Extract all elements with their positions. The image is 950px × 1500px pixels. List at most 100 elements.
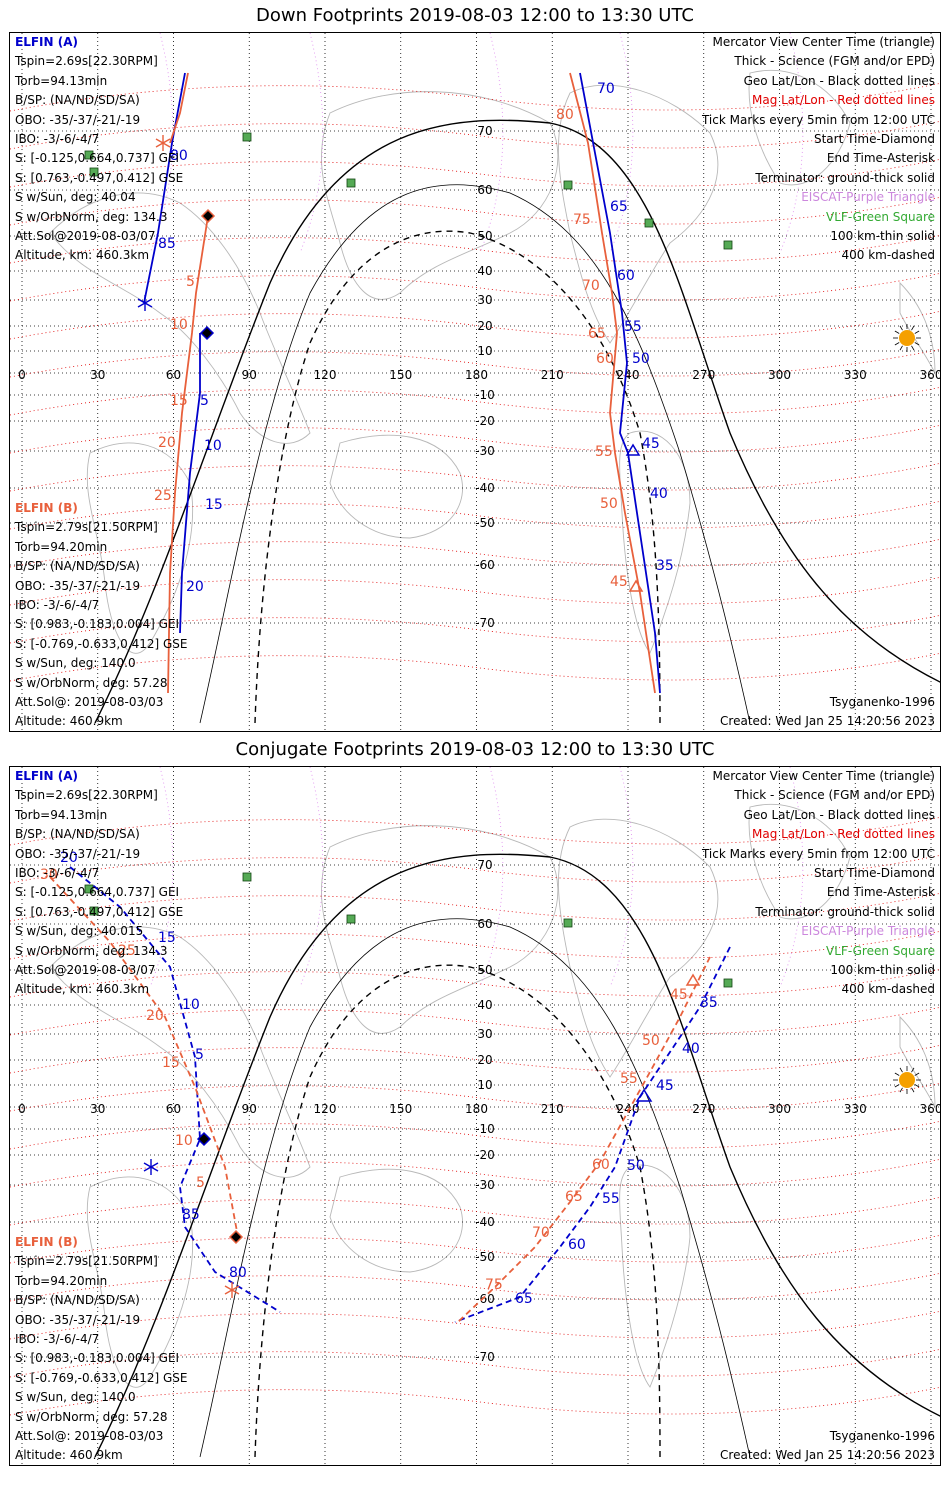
elfin-b-tick-label: 65	[565, 1189, 583, 1205]
elfin-b-tick-label: 25	[118, 943, 136, 959]
elfin-b-header: ELFIN (B)	[15, 501, 78, 515]
elfin-a-tick-label: 45	[642, 436, 660, 452]
legend-item: Thick - Science (FGM and/or EPD)	[734, 788, 935, 803]
elfin-a-line: Altitude, km: 460.3km	[15, 982, 150, 997]
elfin-b-tick-label: 25	[154, 488, 172, 504]
lon-tick: 300	[768, 368, 791, 382]
coastlines	[49, 70, 936, 654]
elfin-b-line: Altitude: 460.9km	[15, 1448, 123, 1463]
lon-tick: 210	[541, 1102, 564, 1116]
lon-tick: 240	[617, 368, 640, 382]
elfin-a-line: S: [0.763,-0.497,0.412] GSE	[15, 170, 184, 185]
legend-item: End Time-Asterisk	[826, 885, 935, 900]
lon-tick: 90	[242, 368, 257, 382]
vlf-square	[723, 240, 733, 250]
elfin-b-line: S: [-0.769,-0.633,0.412] GSE	[15, 1370, 188, 1385]
lat-tick: -30	[475, 1178, 495, 1192]
lon-tick: 150	[389, 368, 412, 382]
legend-item: Tick Marks every 5min from 12:00 UTC	[701, 112, 935, 127]
elfin-b-tick-label: 60	[592, 1157, 610, 1173]
map-legend: Mercator View Center Time (triangle) Thic…	[702, 33, 935, 266]
lon-tick: 360	[920, 368, 941, 382]
axis-labels: 0 30 60 90 120 150 180 210 240 270 300 330 360706050…	[18, 124, 941, 630]
elfin-a-tick-label: 15	[205, 497, 223, 513]
lat-tick: 50	[477, 963, 492, 977]
elfin-a-tick-label: 15	[158, 930, 176, 946]
lat-tick: 60	[477, 183, 492, 197]
vlf-square	[89, 906, 99, 916]
footprint-traces	[143, 72, 661, 694]
elfin-a-header: ELFIN (A)	[15, 769, 78, 783]
lon-tick: 330	[844, 368, 867, 382]
map-panel-down: 0 30 60 90 120 150 180 210 240 270 300 330 360 70 60 50…	[9, 32, 941, 732]
legend-item: VLF-Green Square	[826, 943, 935, 958]
lon-tick: 150	[389, 1102, 412, 1116]
elfin-a-line: S w/Sun, deg: 40.015	[15, 924, 144, 939]
elfin-a-tick-label: 60	[568, 1237, 586, 1253]
lon-tick: 180	[465, 368, 488, 382]
legend-item: EISCAT-Purple Triangle	[801, 190, 935, 205]
vlf-square	[242, 132, 252, 142]
vlf-stations	[84, 132, 733, 250]
created-timestamp: Created: Wed Jan 25 14:20:56 2023	[720, 714, 935, 729]
elfin-b-tick-label: 10	[175, 1133, 193, 1149]
lon-tick: 240	[617, 1102, 640, 1116]
elfin-a-line: S: [-0.125,0.664,0.737] GEI	[15, 885, 180, 900]
elfin-b-info: ELFIN (B) Tspin=2.79s[21.50RPM] Torb=94.20…	[15, 499, 188, 731]
elfin-b-tick-label: 20	[158, 435, 176, 451]
lat-tick: -40	[475, 481, 495, 495]
elfin-a-tick-label: 55	[624, 319, 642, 335]
elfin-b-line: IBO: -3/-6/-4/7	[15, 598, 100, 613]
elfin-b-line: IBO: -3/-6/-4/7	[15, 1332, 100, 1347]
created-timestamp: Created: Wed Jan 25 14:20:56 2023	[720, 1448, 935, 1463]
elfin-b-tick-label: 5	[196, 1175, 205, 1191]
elfin-a-tick-label: 60	[617, 268, 635, 284]
elfin-b-line: S w/OrbNorm, deg: 57.28	[15, 1409, 168, 1424]
lon-tick: 0	[18, 368, 26, 382]
lat-tick: -30	[475, 444, 495, 458]
elfin-b-tick-label: 10	[170, 317, 188, 333]
lon-tick: 330	[844, 1102, 867, 1116]
elfin-a-line: B/SP: (NA/ND/SD/SA)	[15, 93, 140, 108]
elfin-b-line: Tspin=2.79s[21.50RPM]	[15, 1254, 158, 1269]
map-footer: Tsyganenko-1996 Created: Wed Jan 25 14:20…	[720, 1427, 935, 1465]
lat-tick: -50	[475, 1250, 495, 1264]
elfin-a-tick-label: 85	[182, 1207, 200, 1223]
elfin-a-tick-label: 5	[195, 1047, 204, 1063]
trace-labels: 20 15 10 5 85 80 35 40 45 50 55 60 65 30 25 20 15 10 5 45 50…	[40, 850, 718, 1307]
lat-tick: -70	[475, 1350, 495, 1364]
elfin-a-line: S w/OrbNorm, deg: 134.3	[15, 943, 168, 958]
panel-title-conjugate: Conjugate Footprints 2019-08-03 12:00 to…	[235, 739, 715, 760]
panel-title-down: Down Footprints 2019-08-03 12:00 to 13:3…	[256, 5, 694, 26]
legend-item: Start Time-Diamond	[813, 866, 935, 881]
elfin-a-tick-label: 20	[186, 579, 204, 595]
elfin-b-tick-label: 5	[186, 274, 195, 290]
legend-item: Mercator View Center Time (triangle)	[712, 769, 935, 783]
vlf-square	[644, 218, 654, 228]
elfin-b-tick-label: 30	[40, 867, 58, 883]
legend-item: 400 km-dashed	[841, 982, 935, 997]
lon-tick: 0	[18, 1102, 26, 1116]
end-asterisk	[143, 1159, 159, 1175]
elfin-b-line: Altitude: 460.9km	[15, 714, 123, 729]
map-legend: Mercator View Center Time (triangle) Thic…	[702, 767, 935, 1000]
elfin-b-tick-label: 55	[620, 1071, 638, 1087]
elfin-b-tick-label: 45	[610, 574, 628, 590]
elfin-a-tick-label: 5	[200, 393, 209, 409]
elfin-a-tick-label: 40	[682, 1041, 700, 1057]
lon-tick: 360	[920, 1102, 941, 1116]
vlf-square	[346, 178, 356, 188]
sun-icon	[893, 1066, 921, 1094]
lon-tick: 30	[90, 368, 105, 382]
elfin-b-line: Torb=94.20min	[15, 1273, 108, 1288]
vlf-square	[89, 167, 99, 177]
lon-tick: 120	[314, 368, 337, 382]
elfin-a-tick-label: 35	[700, 995, 718, 1011]
lon-tick: 60	[166, 1102, 181, 1116]
vlf-square	[242, 872, 252, 882]
lat-tick: 20	[477, 319, 492, 333]
elfin-a-line: Tspin=2.69s[22.30RPM]	[15, 54, 158, 69]
legend-item: Start Time-Diamond	[813, 132, 935, 147]
elfin-b-tick-label: 50	[642, 1033, 660, 1049]
legend-item: Geo Lat/Lon - Black dotted lines	[743, 73, 935, 88]
